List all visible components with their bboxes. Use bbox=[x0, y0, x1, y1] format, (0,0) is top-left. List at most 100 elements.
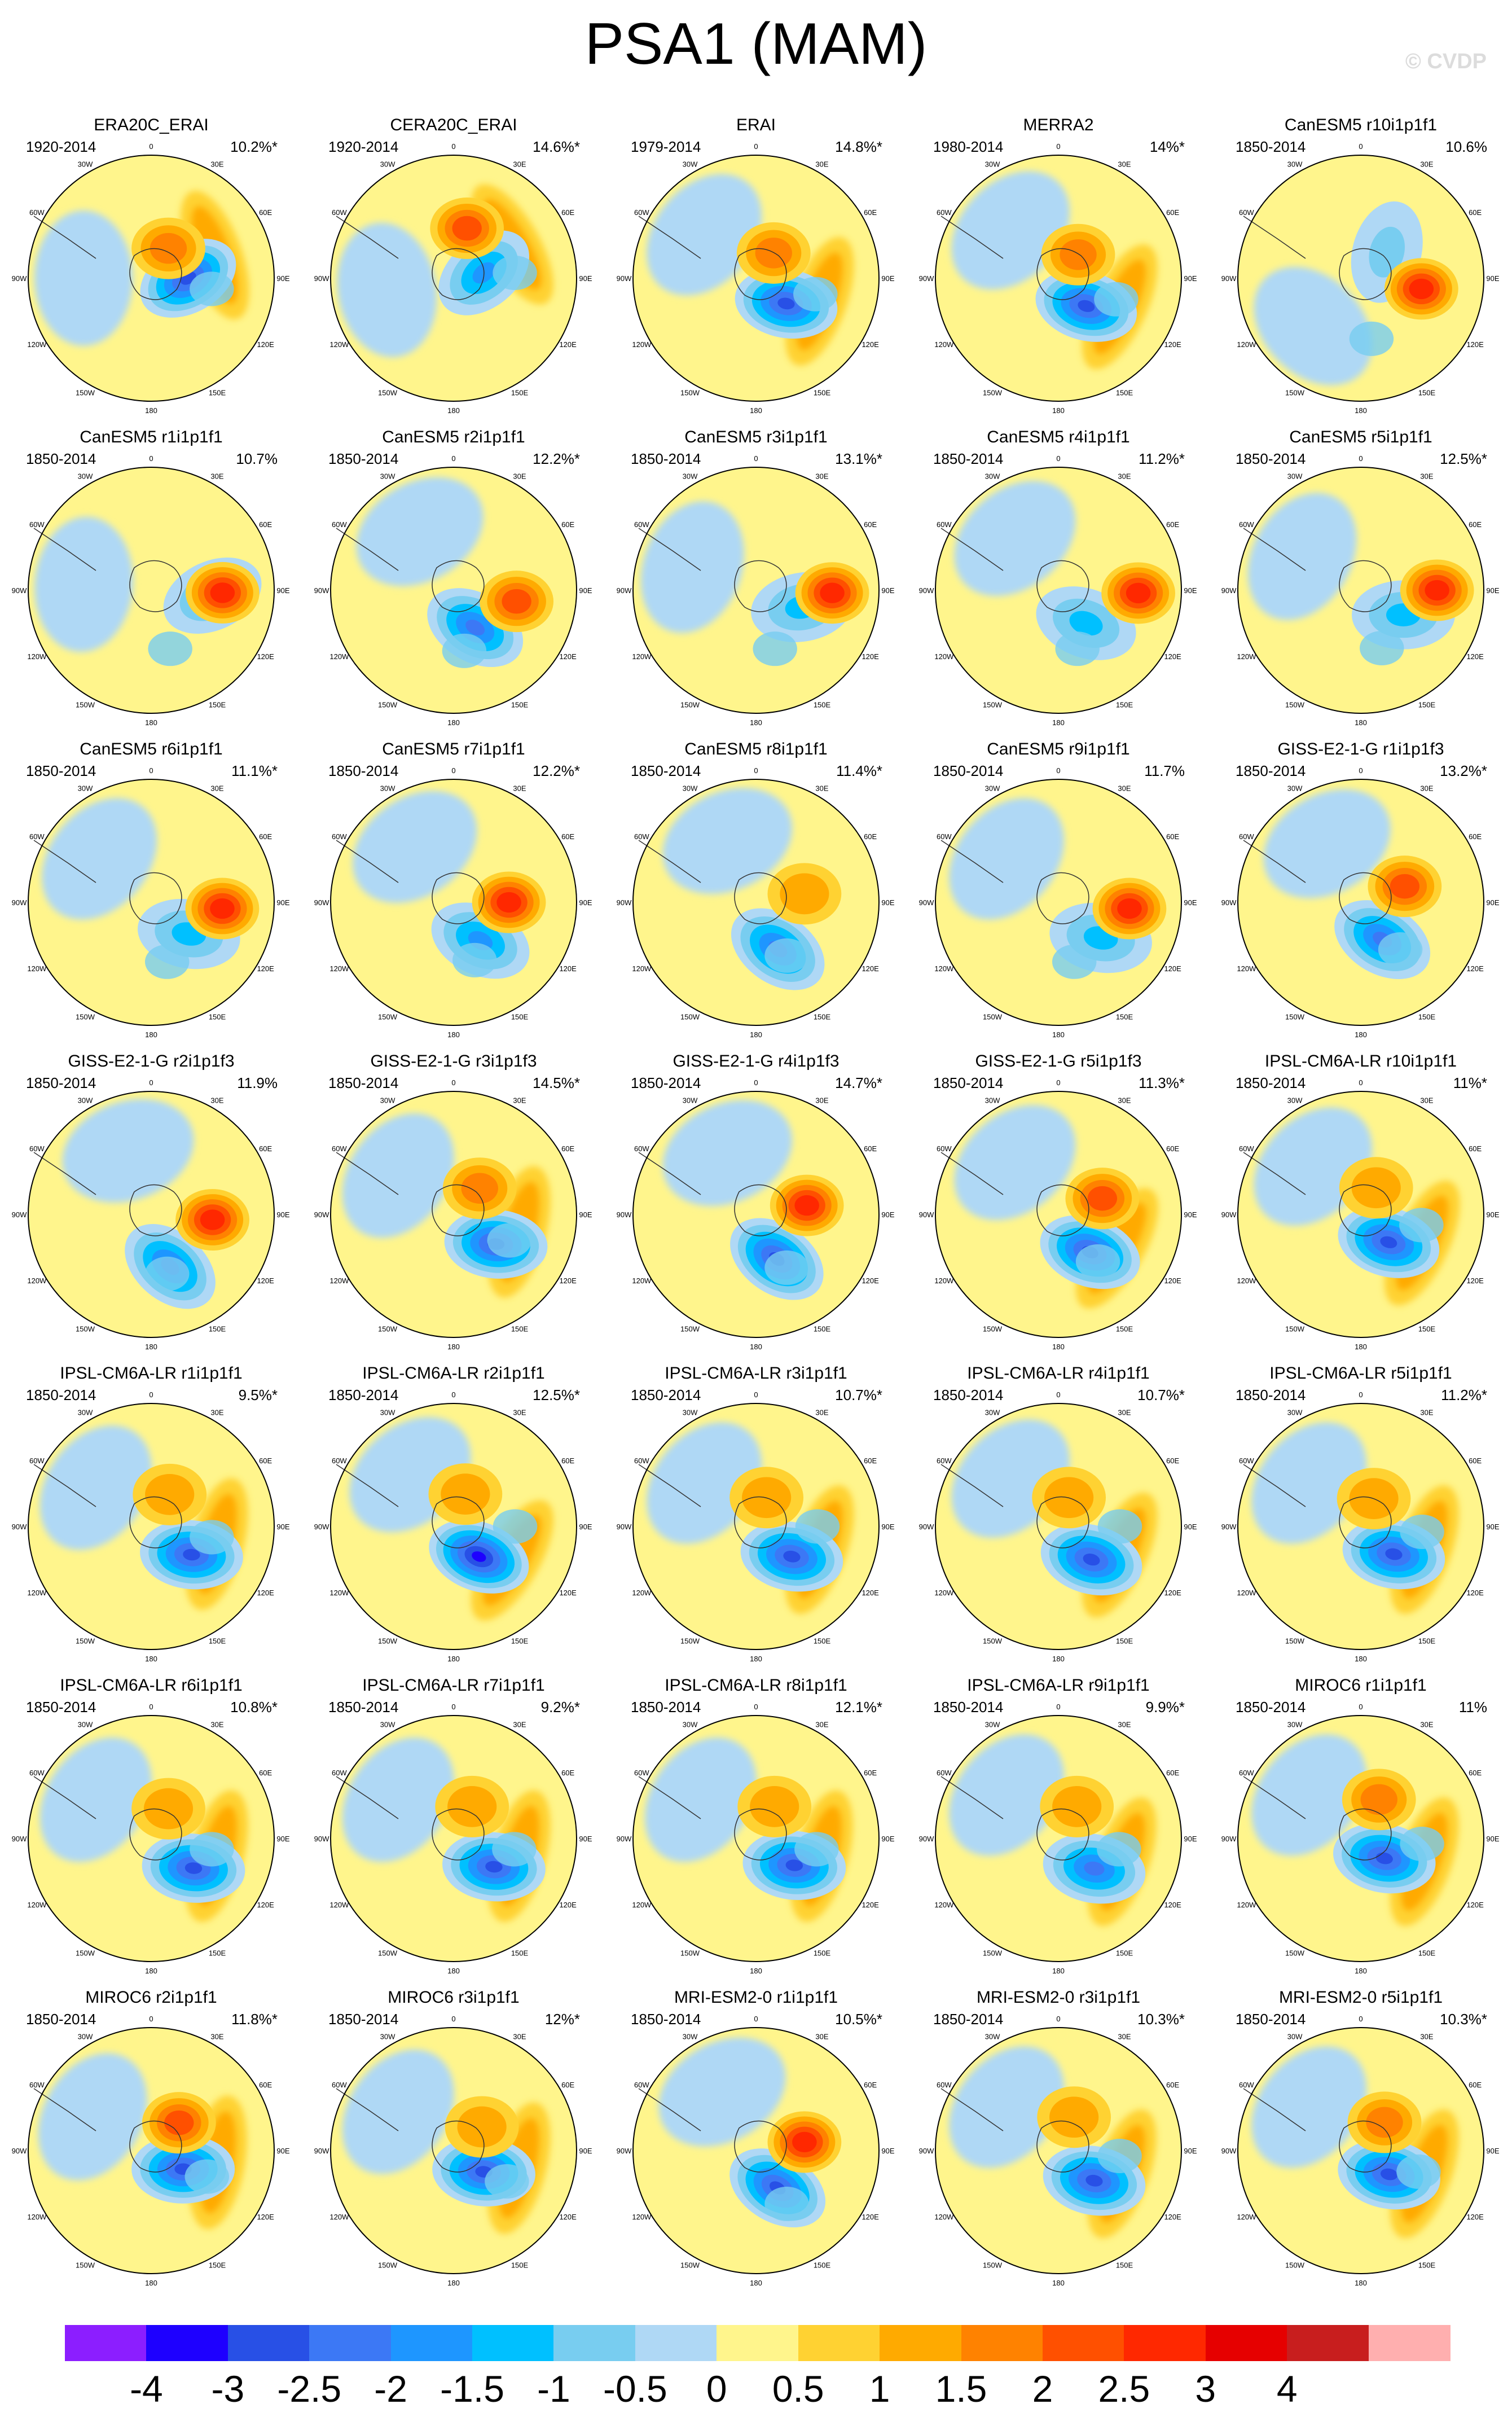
longitude-label: 180 bbox=[750, 1655, 762, 1663]
longitude-label: 60E bbox=[1469, 1769, 1482, 1777]
south-america-coastline bbox=[940, 1152, 1004, 1195]
longitude-label: 30W bbox=[985, 472, 1000, 480]
longitude-label: 30W bbox=[380, 1720, 395, 1729]
anomaly-field bbox=[633, 1091, 879, 1337]
longitude-label: 30W bbox=[1287, 1096, 1303, 1104]
longitude-label: 120E bbox=[1164, 964, 1181, 973]
longitude-label: 120W bbox=[27, 652, 47, 661]
south-america-coastline bbox=[336, 2088, 399, 2131]
antarctica-coastline bbox=[432, 248, 485, 300]
panel-title: CanESM5 r8i1p1f1 bbox=[684, 740, 828, 758]
panel-years: 1850-2014 bbox=[631, 1074, 701, 1091]
panel-variance-percent: 11.2%* bbox=[1441, 1387, 1487, 1403]
panel-title: CanESM5 r2i1p1f1 bbox=[382, 428, 525, 446]
longitude-label: 90E bbox=[579, 2147, 592, 2155]
antarctica-coastline bbox=[1036, 1808, 1089, 1861]
longitude-label: 150W bbox=[1285, 1637, 1305, 1646]
longitude-label: 150W bbox=[1285, 1013, 1305, 1021]
longitude-label: 120E bbox=[1466, 1589, 1484, 1597]
longitude-label: 60W bbox=[937, 208, 952, 217]
longitude-label: 30W bbox=[78, 784, 93, 792]
map-panel: ERA20C_ERAI 1920-2014 10.2%* 0 180 30W 30E 60W 6… bbox=[0, 110, 302, 426]
longitude-label: 120E bbox=[1164, 652, 1181, 661]
longitude-label: 30E bbox=[815, 1408, 828, 1416]
colorbar-tick-label: -1 bbox=[537, 2368, 570, 2410]
longitude-label: 60W bbox=[332, 832, 347, 841]
longitude-label: 60W bbox=[29, 208, 45, 217]
longitude-label: 180 bbox=[1052, 1967, 1065, 1975]
polar-map: 0 180 30W 30E 60W 60E 90W 90E 120W 120E 150W 150E bbox=[1221, 1390, 1500, 1663]
longitude-label: 120W bbox=[632, 1276, 652, 1285]
anomaly-field bbox=[28, 155, 274, 401]
longitude-label: 60W bbox=[634, 208, 649, 217]
longitude-label: 30E bbox=[1420, 1720, 1433, 1729]
longitude-label: 0 bbox=[754, 1390, 758, 1399]
map-panel: IPSL-CM6A-LR r10i1p1f1 1850-2014 11%* 0 180 3… bbox=[1210, 1046, 1512, 1362]
longitude-label: 30W bbox=[380, 472, 395, 480]
longitude-label: 120E bbox=[559, 964, 577, 973]
panel-years: 1850-2014 bbox=[26, 450, 96, 467]
longitude-label: 30W bbox=[683, 1720, 698, 1729]
longitude-label: 120W bbox=[934, 2213, 954, 2221]
longitude-label: 90E bbox=[579, 1523, 592, 1531]
south-america-coastline bbox=[1243, 2088, 1306, 2131]
longitude-label: 150W bbox=[1285, 389, 1305, 397]
panel-variance-percent: 11.8%* bbox=[231, 2011, 278, 2028]
longitude-label: 60W bbox=[332, 1769, 347, 1777]
polar-map: 0 180 30W 30E 60W 60E 90W 90E 120W 120E 150W 150E bbox=[919, 1078, 1197, 1351]
map-panel: IPSL-CM6A-LR r2i1p1f1 1850-2014 12.5%* 0 180… bbox=[302, 1358, 605, 1674]
longitude-label: 120W bbox=[632, 2213, 652, 2221]
longitude-label: 120W bbox=[329, 1276, 349, 1285]
longitude-label: 180 bbox=[145, 1655, 157, 1663]
longitude-label: 150E bbox=[1116, 1637, 1133, 1646]
longitude-label: 60W bbox=[29, 1457, 45, 1465]
longitude-label: 60W bbox=[937, 2081, 952, 2089]
colorbar-segment bbox=[635, 2325, 718, 2361]
longitude-label: 0 bbox=[149, 142, 153, 151]
longitude-label: 90W bbox=[1221, 1210, 1237, 1219]
polar-map: 0 180 30W 30E 60W 60E 90W 90E 120W 120E 150W 150E bbox=[919, 142, 1197, 415]
longitude-label: 90E bbox=[1486, 1523, 1499, 1531]
anomaly-field bbox=[1238, 779, 1484, 1025]
longitude-label: 90W bbox=[617, 1523, 632, 1531]
antarctica-coastline bbox=[734, 1184, 787, 1236]
longitude-label: 30W bbox=[1287, 160, 1303, 168]
south-america-coastline bbox=[940, 2088, 1004, 2131]
longitude-label: 120W bbox=[27, 2213, 47, 2221]
colorbar-segment bbox=[1368, 2325, 1451, 2361]
longitude-label: 0 bbox=[1056, 142, 1060, 151]
anomaly-field bbox=[935, 779, 1181, 1025]
panel-variance-percent: 11%* bbox=[1453, 1074, 1487, 1091]
longitude-label: 120W bbox=[329, 340, 349, 349]
longitude-label: 90W bbox=[919, 1210, 934, 1219]
panel-years: 1850-2014 bbox=[933, 2011, 1004, 2028]
longitude-label: 120E bbox=[559, 2213, 577, 2221]
longitude-label: 30E bbox=[1118, 1408, 1131, 1416]
longitude-label: 150E bbox=[1418, 1013, 1436, 1021]
panel-years: 1920-2014 bbox=[328, 138, 399, 155]
south-america-coastline bbox=[336, 1464, 399, 1507]
longitude-label: 120W bbox=[934, 652, 954, 661]
longitude-label: 90W bbox=[919, 898, 934, 907]
longitude-label: 90W bbox=[314, 2147, 329, 2155]
longitude-label: 90W bbox=[12, 898, 27, 907]
map-border bbox=[1237, 1403, 1484, 1650]
map-border bbox=[1237, 779, 1484, 1026]
longitude-label: 150W bbox=[378, 1637, 398, 1646]
polar-map: 0 180 30W 30E 60W 60E 90W 90E 120W 120E 150W 150E bbox=[919, 454, 1197, 727]
south-america-coastline bbox=[33, 840, 96, 883]
longitude-label: 150E bbox=[511, 701, 529, 709]
map-border bbox=[935, 779, 1182, 1026]
longitude-label: 30E bbox=[1118, 472, 1131, 480]
south-america-coastline bbox=[33, 2088, 96, 2131]
antarctica-coastline bbox=[129, 1808, 182, 1861]
map-panel: CanESM5 r3i1p1f1 1850-2014 13.1%* 0 180 30W 30… bbox=[605, 422, 907, 738]
colorbar-tick-label: 3 bbox=[1195, 2368, 1216, 2410]
longitude-label: 30E bbox=[1420, 2032, 1433, 2041]
longitude-label: 30E bbox=[815, 2032, 828, 2041]
map-border bbox=[330, 779, 577, 1026]
antarctica-coastline bbox=[1339, 2120, 1392, 2173]
longitude-label: 120E bbox=[862, 340, 879, 349]
colorbar-segment bbox=[1124, 2325, 1206, 2361]
anomaly-field bbox=[331, 467, 577, 713]
